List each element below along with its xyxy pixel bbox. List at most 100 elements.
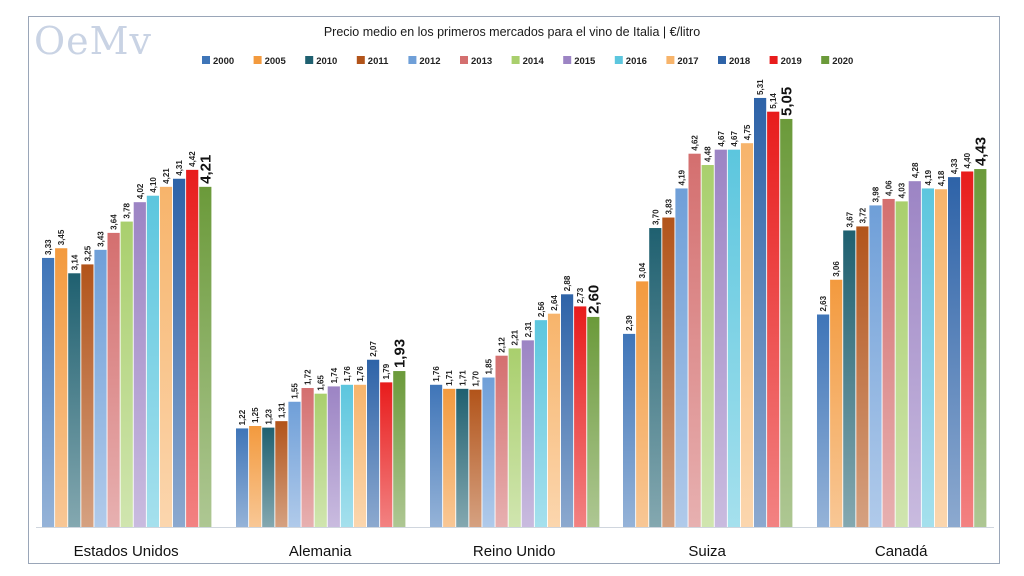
bar-2000-4 (817, 314, 830, 527)
legend-label-2013: 2013 (471, 56, 492, 67)
data-label-2018-3: 5,31 (756, 79, 765, 95)
legend-label-2011: 2011 (368, 56, 389, 67)
bar-2017-3 (740, 143, 754, 527)
bar-2020-4 (974, 169, 987, 527)
bar-2012-2 (482, 377, 495, 527)
bar-2015-3 (714, 149, 727, 527)
data-label-2015-4: 4,28 (911, 162, 920, 178)
legend-swatch-2000 (202, 56, 210, 64)
data-label-2013-3: 4,62 (691, 135, 700, 151)
bar-2016-1 (340, 384, 353, 527)
data-label-2011-4: 3,72 (858, 207, 867, 223)
bar-2011-2 (469, 389, 482, 527)
category-label-3: Suiza (688, 543, 726, 560)
bar-2012-3 (675, 188, 688, 527)
data-label-2013-4: 4,06 (885, 180, 894, 196)
data-label-2000-4: 2,63 (819, 295, 828, 311)
bar-2018-3 (754, 97, 767, 528)
data-label-2011-0: 3,25 (83, 245, 92, 261)
data-label-2019-4: 4,40 (963, 152, 972, 168)
data-label-2015-3: 4,67 (717, 131, 726, 147)
bar-2013-4 (882, 198, 895, 527)
legend-label-2020: 2020 (832, 56, 853, 67)
data-label-2010-2: 1,71 (458, 370, 467, 386)
bar-2011-1 (275, 421, 288, 527)
legend-swatch-2014 (511, 56, 520, 64)
data-label-2020-0: 4,21 (197, 155, 214, 184)
bar-2000-0 (42, 257, 55, 527)
data-label-2011-1: 1,31 (277, 402, 286, 418)
bar-2014-3 (701, 165, 714, 528)
data-label-2017-3: 4,75 (743, 124, 752, 140)
legend-swatch-2010 (305, 56, 314, 64)
bar-2018-1 (367, 359, 380, 527)
data-label-2005-0: 3,45 (57, 229, 66, 245)
data-label-2000-1: 1,22 (238, 409, 247, 425)
bar-2005-4 (830, 279, 843, 527)
bar-2000-1 (236, 428, 249, 527)
data-label-2015-0: 4,02 (136, 183, 145, 199)
data-label-2019-1: 1,79 (382, 363, 391, 379)
bar-2019-4 (961, 171, 974, 528)
data-label-2012-3: 4,19 (678, 169, 687, 185)
data-label-2010-0: 3,14 (70, 254, 79, 270)
data-label-2017-2: 2,64 (550, 295, 559, 311)
data-label-2013-2: 2,12 (498, 337, 507, 353)
data-label-2017-0: 4,21 (162, 168, 171, 184)
bar-2016-4 (921, 188, 934, 527)
bar-2010-0 (68, 273, 81, 527)
legend-swatch-2020 (821, 56, 830, 64)
data-label-2019-0: 4,42 (188, 151, 197, 167)
bar-2010-2 (456, 388, 469, 527)
bar-2005-1 (249, 426, 262, 527)
bar-2013-0 (107, 232, 120, 527)
bar-2020-2 (587, 316, 600, 527)
category-label-0: Estados Unidos (74, 543, 179, 560)
legend-label-2000: 2000 (213, 56, 234, 67)
legend-swatch-2005 (253, 56, 262, 64)
data-label-2005-2: 1,71 (445, 370, 454, 386)
category-label-1: Alemania (289, 543, 352, 560)
bar-2016-0 (146, 195, 159, 527)
data-label-2014-1: 1,65 (317, 375, 326, 391)
data-label-2018-2: 2,88 (563, 275, 572, 291)
bar-2019-1 (380, 382, 393, 527)
data-label-2014-3: 4,48 (704, 146, 713, 162)
bar-2015-2 (521, 340, 534, 527)
data-label-2015-2: 2,31 (524, 321, 533, 337)
bar-2005-0 (55, 248, 68, 528)
data-label-2016-0: 4,10 (149, 177, 158, 193)
bar-2011-3 (662, 217, 675, 527)
legend-label-2014: 2014 (523, 56, 545, 67)
data-label-2018-0: 4,31 (175, 160, 184, 176)
bar-2020-0 (199, 186, 212, 527)
legend-label-2012: 2012 (419, 56, 440, 67)
bar-2010-1 (262, 427, 275, 527)
data-label-2014-0: 3,78 (123, 202, 132, 218)
data-label-2012-4: 3,98 (872, 186, 881, 202)
bar-2020-3 (780, 118, 793, 528)
data-label-2020-1: 1,93 (391, 339, 408, 368)
bar-2012-0 (94, 249, 107, 527)
bar-2005-3 (636, 281, 649, 527)
data-label-2013-1: 1,72 (304, 369, 313, 385)
oemv-logo: OeMv (34, 19, 153, 63)
bar-2019-3 (767, 111, 780, 528)
chart-title: Precio medio en los primeros mercados pa… (324, 25, 700, 39)
bar-2012-4 (869, 205, 882, 527)
data-label-2010-3: 3,70 (651, 209, 660, 225)
data-label-2017-4: 4,18 (937, 170, 946, 186)
bar-2014-2 (508, 348, 521, 527)
data-label-2011-2: 1,70 (471, 371, 480, 387)
data-label-2011-3: 3,83 (664, 198, 673, 214)
bar-2013-3 (688, 153, 701, 528)
bar-2018-4 (948, 177, 961, 528)
legend-swatch-2011 (356, 56, 365, 64)
bar-2018-0 (173, 178, 186, 527)
data-label-2018-1: 2,07 (369, 341, 378, 357)
data-label-2016-2: 2,56 (537, 301, 546, 317)
bar-2014-0 (120, 221, 133, 528)
data-label-2014-2: 2,21 (511, 329, 520, 345)
data-label-2010-4: 3,67 (845, 211, 854, 227)
